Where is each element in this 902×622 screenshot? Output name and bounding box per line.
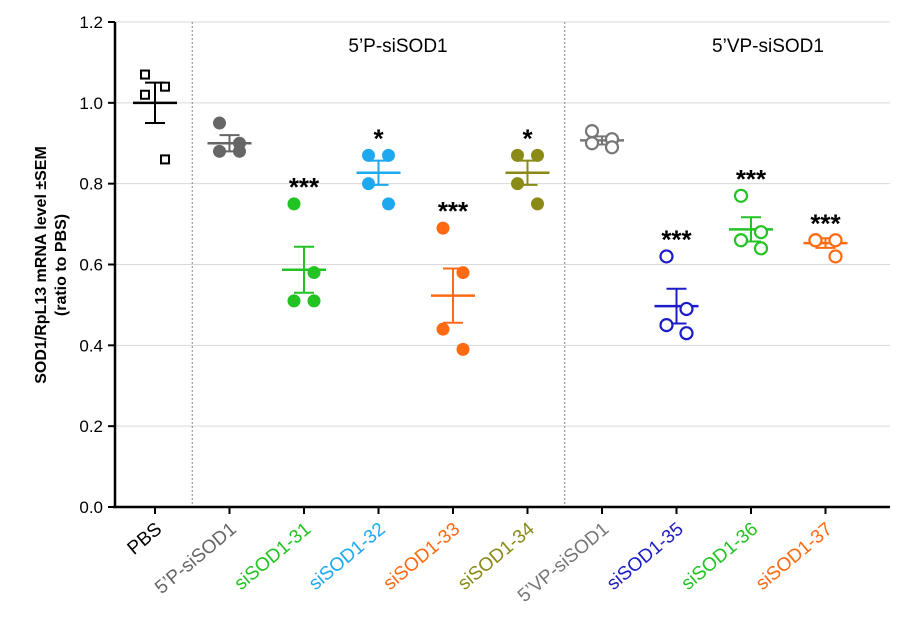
data-point (362, 177, 375, 191)
x-tick-label: siSOD1-35 (603, 519, 688, 595)
y-tick-label: 1.0 (79, 94, 103, 113)
data-point (436, 322, 450, 336)
series-siSOD1-34: * (505, 123, 550, 211)
series-siSOD1-35: *** (654, 224, 699, 341)
significance-label: *** (661, 224, 692, 254)
series-5’P-siSOD1 (207, 116, 252, 158)
data-point (287, 197, 301, 211)
data-point (456, 342, 470, 356)
data-point (753, 241, 769, 256)
data-point (287, 294, 301, 308)
group-label-5p: 5’P-siSOD1 (348, 36, 447, 57)
significance-label: *** (736, 164, 767, 194)
y-axis-label-line1: SOD1/RpL13 mRNA level ±SEM (33, 146, 50, 384)
data-point (140, 69, 150, 80)
y-tick-label: 0.2 (79, 417, 103, 436)
x-tick-label: 5’P-siSOD1 (151, 519, 241, 599)
significance-label: *** (810, 208, 841, 238)
x-tick-label: siSOD1-33 (380, 519, 465, 595)
series-siSOD1-36: *** (729, 164, 773, 256)
data-point (531, 197, 544, 211)
x-tick-label: PBS (124, 519, 167, 560)
data-point (140, 89, 150, 100)
data-point (213, 144, 226, 158)
series-siSOD1-31: *** (282, 172, 326, 308)
significance-label: * (373, 123, 384, 153)
data-point (511, 177, 524, 191)
group-labels: 5’P-siSOD1 5’VP-siSOD1 (348, 36, 824, 57)
grid-lines (115, 21, 890, 427)
significance-label: * (522, 123, 533, 153)
series-siSOD1-37: *** (803, 208, 848, 264)
y-tick-label: 0.6 (79, 256, 103, 275)
series-PBS (133, 69, 177, 165)
significance-label: *** (289, 172, 320, 202)
data-point (307, 266, 321, 280)
y-tick-label: 1.2 (79, 13, 103, 32)
data-point (828, 249, 843, 264)
data-point (733, 188, 749, 203)
data-point (679, 301, 694, 317)
data-point (604, 140, 620, 155)
x-tick-label: siSOD1-32 (305, 519, 390, 595)
data-point (362, 148, 375, 162)
data-point (213, 116, 226, 130)
significance-label: *** (438, 196, 469, 226)
y-tick-label: 0.8 (79, 175, 103, 194)
x-ticks: PBS5’P-siSOD1siSOD1-31siSOD1-32siSOD1-33… (124, 507, 837, 607)
data-point (160, 81, 170, 92)
data-point (659, 318, 674, 333)
data-point (456, 266, 470, 280)
data-point (382, 197, 395, 211)
data-point (436, 221, 450, 235)
data-point (679, 326, 694, 341)
data-point (584, 124, 600, 139)
data-point (531, 148, 544, 162)
data-point (233, 144, 246, 158)
data-point (160, 154, 170, 165)
group-label-5vp: 5’VP-siSOD1 (712, 36, 824, 57)
data-point (584, 136, 600, 151)
data-point (307, 294, 321, 308)
series-siSOD1-32: * (356, 123, 401, 211)
data-point (733, 233, 749, 248)
series-5’VP-siSOD1 (580, 124, 624, 155)
x-tick-label: siSOD1-31 (231, 519, 316, 595)
group-separators (191, 22, 566, 507)
y-axis-label-line2: (ratio to PBS) (53, 214, 70, 316)
y-axis-label: SOD1/RpL13 mRNA level ±SEM (ratio to PBS… (33, 146, 70, 384)
y-tick-label: 0.0 (79, 498, 103, 517)
data-point (511, 148, 524, 162)
y-tick-label: 0.4 (79, 336, 103, 355)
x-tick-label: siSOD1-37 (752, 519, 837, 595)
x-tick-label: siSOD1-36 (678, 519, 763, 595)
data-point (659, 249, 674, 264)
data-point (808, 233, 823, 248)
y-ticks: 0.0 0.2 0.4 0.6 0.8 1.0 1.2 (79, 13, 115, 517)
plot-area: ***************** (133, 69, 848, 356)
data-point (753, 225, 769, 240)
data-point (828, 233, 843, 248)
data-point (382, 148, 395, 162)
series-siSOD1-33: *** (431, 196, 475, 356)
